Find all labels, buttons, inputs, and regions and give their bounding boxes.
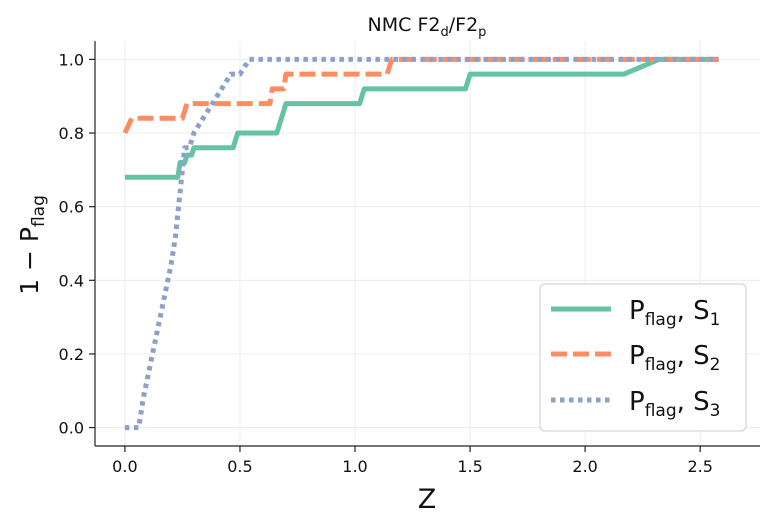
x-tick-label: 1.5 (457, 457, 482, 476)
legend-label-s3: Pflag, S3 (629, 387, 720, 421)
x-tick-label: 0.5 (227, 457, 252, 476)
legend-label-s2: Pflag, S2 (629, 341, 720, 375)
series-line-s1 (124, 56, 719, 180)
y-axis-label: 1 − Pflag (15, 195, 49, 295)
x-axis-label: Z (418, 484, 437, 515)
axes (94, 41, 760, 447)
title-sub1: d (440, 25, 448, 40)
title-sub2: p (478, 25, 486, 40)
legend: Pflag, S1 Pflag, S2 Pflag, S3 (539, 283, 747, 432)
y-tick-label: 0.6 (59, 198, 84, 217)
chart-title: NMC F2d/F2p (368, 14, 487, 40)
x-tick-label: 2.0 (572, 457, 597, 476)
x-tick-label: 0.0 (112, 457, 137, 476)
grid (95, 41, 760, 446)
legend-box (539, 283, 747, 432)
legend-label-s1: Pflag, S1 (629, 296, 720, 330)
y-axis-label-main: 1 − P (15, 227, 44, 295)
x-tick-label: 2.5 (687, 457, 712, 476)
title-mid: /F2 (449, 14, 478, 36)
series-line-s2 (122, 56, 719, 135)
series-group (122, 56, 719, 431)
y-tick-label: 0.4 (59, 271, 84, 290)
y-tick-label: 0.8 (59, 124, 84, 143)
y-axis-label-sub: flag (29, 195, 49, 227)
y-tick-label: 1.0 (59, 50, 84, 69)
x-tick-label: 1.0 (342, 457, 367, 476)
ticks: 0.0 0.5 1.0 1.5 2.0 2.5 0.0 0.2 0.4 0.6 0.8 1.0 (59, 50, 713, 476)
series-line-s3 (124, 56, 719, 431)
title-main: NMC F2 (368, 14, 441, 36)
y-tick-label: 0.2 (59, 345, 84, 364)
y-tick-label: 0.0 (59, 419, 84, 438)
